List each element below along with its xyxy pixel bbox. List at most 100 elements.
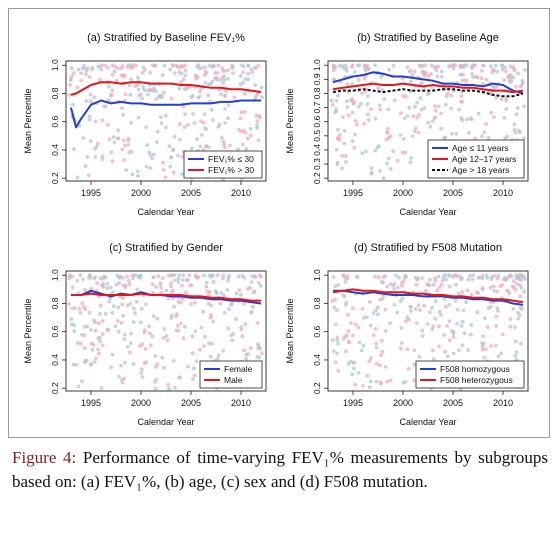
scatter-point (246, 63, 251, 68)
scatter-point (385, 130, 390, 135)
y-tick-label: 0.6 (312, 326, 322, 338)
scatter-point (176, 280, 181, 285)
scatter-point (69, 66, 74, 71)
scatter-point (99, 67, 104, 72)
scatter-point (495, 276, 500, 281)
scatter-point (138, 320, 143, 325)
scatter-point (155, 362, 160, 366)
scatter-point (70, 74, 75, 78)
scatter-point (493, 343, 498, 348)
scatter-point (379, 279, 384, 284)
scatter-point (246, 71, 251, 76)
scatter-point (373, 63, 377, 68)
scatter-point (193, 300, 197, 305)
scatter-point (88, 92, 93, 97)
scatter-point (442, 297, 447, 301)
scatter-point (499, 97, 504, 102)
scatter-point (118, 274, 122, 279)
legend-label: F508 homozygous (440, 364, 510, 374)
scatter-point (440, 278, 445, 283)
scatter-point (230, 338, 235, 343)
scatter-point (122, 158, 126, 163)
x-tick-label: 2005 (443, 188, 463, 198)
scatter-point (400, 150, 405, 155)
scatter-point (94, 144, 99, 149)
scatter-point (164, 334, 169, 338)
scatter-point (484, 77, 489, 82)
scatter-point (422, 73, 427, 78)
scatter-point (123, 143, 127, 148)
legend-label: FEV₁% > 30 (208, 165, 254, 175)
scatter-point (492, 288, 497, 293)
scatter-point (490, 84, 495, 89)
scatter-point (238, 82, 243, 87)
scatter-point (107, 137, 112, 142)
scatter-point (422, 106, 427, 111)
scatter-point (447, 338, 452, 343)
scatter-point (380, 349, 385, 354)
scatter-point (385, 379, 390, 384)
scatter-point (407, 105, 412, 110)
scatter-point (226, 326, 231, 331)
scatter-point (87, 118, 92, 122)
scatter-point (352, 366, 356, 371)
scatter-point (414, 321, 419, 325)
scatter-point (131, 362, 136, 366)
scatter-point (232, 95, 237, 100)
scatter-point (87, 75, 92, 79)
scatter-point (365, 315, 369, 320)
scatter-point (359, 348, 364, 353)
scatter-point (184, 290, 188, 295)
scatter-point (443, 349, 447, 354)
x-axis-label: Calendar Year (399, 417, 456, 427)
scatter-point (496, 309, 500, 313)
scatter-point (332, 63, 336, 68)
scatter-point (454, 282, 458, 287)
scatter-point (78, 341, 83, 346)
scatter-point (451, 335, 456, 339)
scatter-point (216, 353, 221, 358)
scatter-point (83, 288, 87, 292)
scatter-point (109, 93, 113, 98)
scatter-point (352, 101, 356, 106)
scatter-point (503, 136, 507, 141)
plot-frame (65, 60, 267, 182)
scatter-point (410, 134, 415, 138)
scatter-point (82, 333, 87, 338)
scatter-point (93, 155, 98, 160)
scatter-point (345, 82, 350, 87)
scatter-point (330, 338, 335, 343)
scatter-point (101, 274, 106, 279)
scatter-point (152, 314, 156, 318)
scatter-point (222, 145, 227, 150)
scatter-point (242, 301, 246, 306)
scatter-point (215, 273, 220, 278)
scatter-point (359, 101, 363, 106)
scatter-point (468, 273, 472, 278)
scatter-point (427, 278, 432, 282)
scatter-point (352, 145, 357, 150)
scatter-point (451, 351, 456, 356)
scatter-point (97, 77, 102, 82)
scatter-point (208, 290, 212, 294)
scatter-point (168, 67, 173, 72)
scatter-point (211, 280, 216, 284)
scatter-point (513, 339, 518, 344)
scatter-point (420, 334, 425, 338)
scatter-point (443, 102, 448, 107)
scatter-point (449, 93, 454, 98)
legend-label: Male (224, 375, 243, 385)
scatter-point (72, 329, 77, 334)
scatter-point (430, 119, 435, 124)
scatter-point (481, 334, 486, 339)
scatter-point (381, 176, 386, 181)
scatter-point (344, 333, 349, 338)
scatter-point (256, 342, 260, 347)
scatter-point (427, 91, 431, 96)
scatter-point (447, 64, 451, 68)
scatter-point (78, 273, 83, 278)
scatter-point (344, 69, 349, 73)
scatter-point (342, 274, 346, 278)
scatter-point (117, 281, 121, 285)
